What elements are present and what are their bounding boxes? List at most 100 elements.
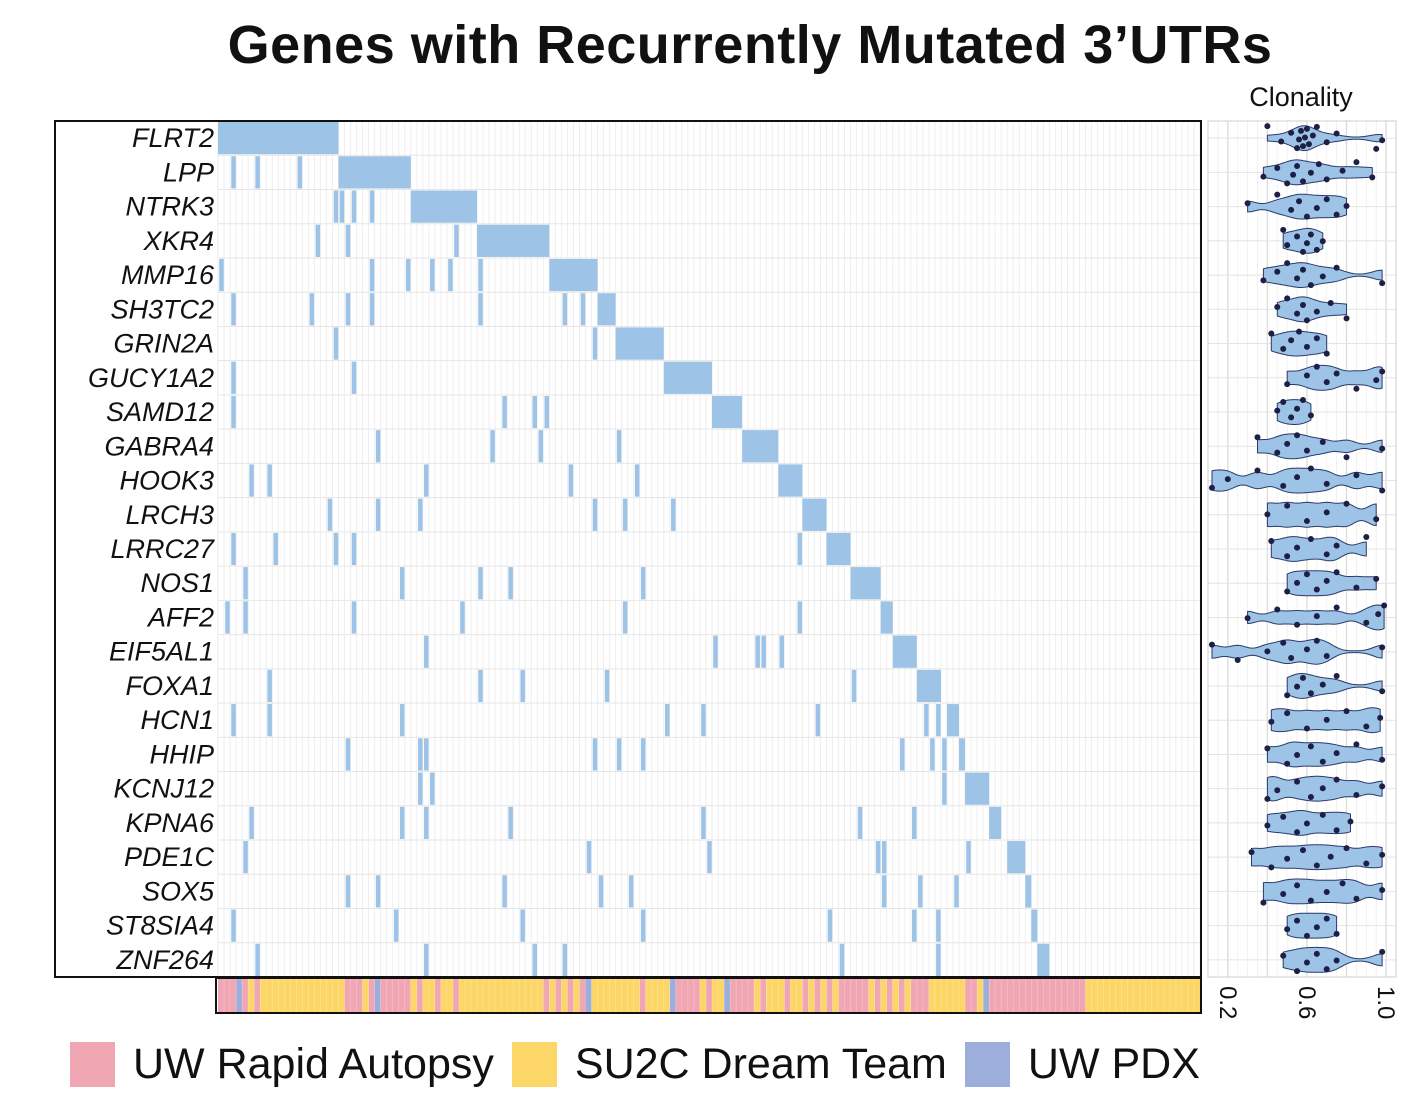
mutation-cell [954,875,959,908]
cohort-segment [989,979,1086,1012]
mutation-cell [375,875,381,908]
clonality-point [1323,196,1330,203]
clonality-point [1319,785,1326,792]
clonality-point [1294,145,1301,152]
mutation-cell [345,293,351,326]
clonality-point [1373,377,1380,384]
clonality-point [1288,206,1295,213]
cohort-segment [826,979,833,1012]
clonality-point [1343,202,1350,209]
clonality-point [1309,132,1316,139]
mutation-cell [490,430,495,463]
mutation-cell [779,635,785,668]
clonality-point [1268,330,1275,337]
clonality-point [1274,191,1281,198]
mutation-cell [297,156,303,189]
clonality-point [1299,397,1306,404]
mutation-cell [478,669,483,703]
gene-label: LRRC27 [110,534,215,564]
mutation-cell [327,498,333,531]
clonality-point [1303,725,1310,732]
clonality-point [1313,950,1320,957]
mutation-cell [580,293,586,326]
gene-label: FOXA1 [125,671,214,701]
clonality-point [1280,399,1287,406]
clonality-point [1303,571,1310,578]
mutation-block [826,532,851,566]
clonality-point [1303,125,1310,132]
mutation-cell [418,772,423,805]
clonality-point [1333,827,1340,834]
mutation-cell [912,909,917,942]
clonality-point [1323,551,1330,558]
clonality-point [1299,674,1306,681]
violin-shape [1276,399,1312,425]
clonality-point [1303,932,1310,939]
clonality-point [1307,535,1314,542]
clonality-point [1284,260,1291,267]
mutation-cell [912,806,917,840]
cohort-segment [754,979,761,1012]
clonality-point [1244,200,1251,207]
cohort-segment [784,979,791,1012]
mutation-cell [562,943,568,976]
cohort-segment [898,979,905,1012]
cohort-segment [260,979,345,1012]
mutation-cell [231,704,236,737]
mutation-cell [640,738,646,771]
clonality-point [1353,385,1360,392]
mutation-cell [249,464,254,497]
mutation-cell [622,601,628,634]
clonality-point [1305,141,1312,148]
mutation-block [712,395,743,429]
cohort-segment [380,979,411,1012]
mutation-cell [333,327,339,360]
clonality-point [1379,783,1386,790]
cohort-segment [362,979,369,1012]
mutation-cell [628,875,634,908]
clonality-point [1294,621,1301,628]
clonality-point [1299,301,1306,308]
cohort-segment [712,979,725,1012]
clonality-point [1323,176,1330,183]
mutation-cell [243,567,248,600]
violin-shape [1266,501,1377,528]
mutation-block [742,430,779,463]
clonality-point [1224,476,1231,483]
mutation-cell [671,498,676,531]
clonality-point [1264,745,1271,752]
clonality-point [1288,337,1295,344]
cohort-segment [573,979,580,1012]
clonality-point [1339,880,1346,887]
clonality-point [1319,238,1326,245]
heatmap-grid [217,121,1201,977]
clonality-point [1301,134,1308,141]
clonality-point [1284,381,1291,388]
clonality-point [1369,174,1376,181]
cohort-bar [218,979,1200,1012]
clonality-point [1296,328,1303,335]
cohort-segment [820,979,827,1012]
mutation-cell [532,943,537,976]
clonality-point [1313,246,1320,253]
clonality-point [1280,345,1287,352]
clonality-point [1379,368,1386,375]
clonality-point [1284,295,1291,302]
gene-label: ST8SIA4 [106,911,214,941]
clonality-point [1274,165,1281,172]
clonality-point [1363,534,1370,541]
mutation-cell [598,875,604,908]
clonality-point [1278,138,1285,145]
cohort-segment [555,979,562,1012]
clonality-point [1363,723,1370,730]
mutation-cell [231,395,236,429]
mutation-cell [273,532,278,566]
cohort-segment [705,979,713,1012]
mutation-cell [634,464,640,497]
mutation-cell [267,464,272,497]
clonality-point [1303,372,1310,379]
cohort-segment [458,979,544,1012]
mutation-cell [255,943,260,976]
cohort-segment [368,979,375,1012]
mutation-cell [418,738,423,771]
